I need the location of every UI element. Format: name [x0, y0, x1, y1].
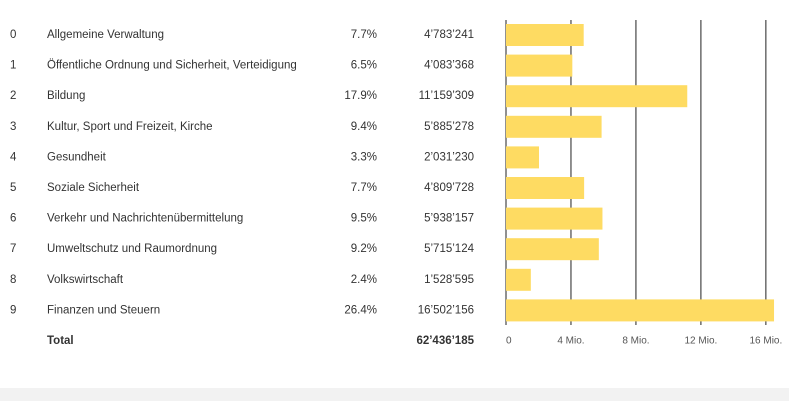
row-value: 5’715’124: [424, 243, 474, 255]
row-value: 4’809’728: [424, 182, 474, 194]
x-tick-label: 0: [506, 336, 512, 347]
row-share: 26.4%: [344, 304, 377, 316]
bar: [506, 207, 603, 230]
row-share: 3.3%: [351, 151, 377, 163]
row-code: 1: [10, 60, 16, 72]
row-code: 3: [10, 121, 16, 133]
total-value: 62’436’185: [416, 335, 474, 347]
bar: [506, 268, 531, 291]
bar: [506, 54, 573, 77]
row-code: 6: [10, 213, 16, 225]
row-label: Gesundheit: [47, 151, 107, 163]
x-tick-label: 16 Mio.: [749, 336, 782, 347]
row-value: 5’938’157: [424, 213, 474, 225]
row-label: Öffentliche Ordnung und Sicherheit, Vert…: [47, 60, 297, 72]
bar: [506, 146, 539, 169]
row-code: 9: [10, 304, 16, 316]
row-label: Volkswirtschaft: [47, 274, 124, 286]
row-value: 4’083’368: [424, 60, 474, 72]
row-share: 7.7%: [351, 29, 377, 41]
row-share: 9.5%: [351, 213, 377, 225]
row-share: 9.2%: [351, 243, 377, 255]
row-value: 16’502’156: [418, 304, 474, 316]
row-code: 8: [10, 274, 16, 286]
row-label: Soziale Sicherheit: [47, 182, 140, 194]
bar: [506, 177, 585, 199]
x-tick-label: 8 Mio.: [622, 336, 649, 347]
bar: [506, 24, 584, 46]
row-label: Allgemeine Verwaltung: [47, 29, 164, 41]
row-code: 5: [10, 182, 16, 194]
row-share: 2.4%: [351, 274, 377, 286]
row-share: 6.5%: [351, 60, 377, 72]
row-share: 17.9%: [344, 90, 377, 102]
row-code: 4: [10, 151, 17, 163]
row-value: 1’528’595: [424, 274, 474, 286]
row-value: 4’783’241: [424, 29, 474, 41]
bar: [506, 85, 688, 108]
bar: [506, 299, 775, 322]
footer-band: [0, 388, 789, 401]
row-code: 2: [10, 90, 16, 102]
row-value: 2’031’230: [424, 151, 474, 163]
row-share: 7.7%: [351, 182, 377, 194]
bar: [506, 238, 599, 261]
row-code: 0: [10, 29, 16, 41]
row-label: Umweltschutz und Raumordnung: [47, 243, 217, 255]
bar: [506, 115, 602, 138]
row-label: Bildung: [47, 90, 85, 102]
total-name: Total: [47, 335, 74, 347]
row-label: Verkehr und Nachrichtenübermittelung: [47, 213, 243, 225]
row-value: 5’885’278: [424, 121, 474, 133]
x-tick-label: 4 Mio.: [557, 336, 584, 347]
row-label: Finanzen und Steuern: [47, 304, 160, 316]
row-label: Kultur, Sport und Freizeit, Kirche: [47, 121, 213, 133]
x-tick-label: 12 Mio.: [685, 336, 718, 347]
row-share: 9.4%: [351, 121, 377, 133]
row-value: 11’159’309: [419, 90, 474, 102]
row-code: 7: [10, 243, 16, 255]
